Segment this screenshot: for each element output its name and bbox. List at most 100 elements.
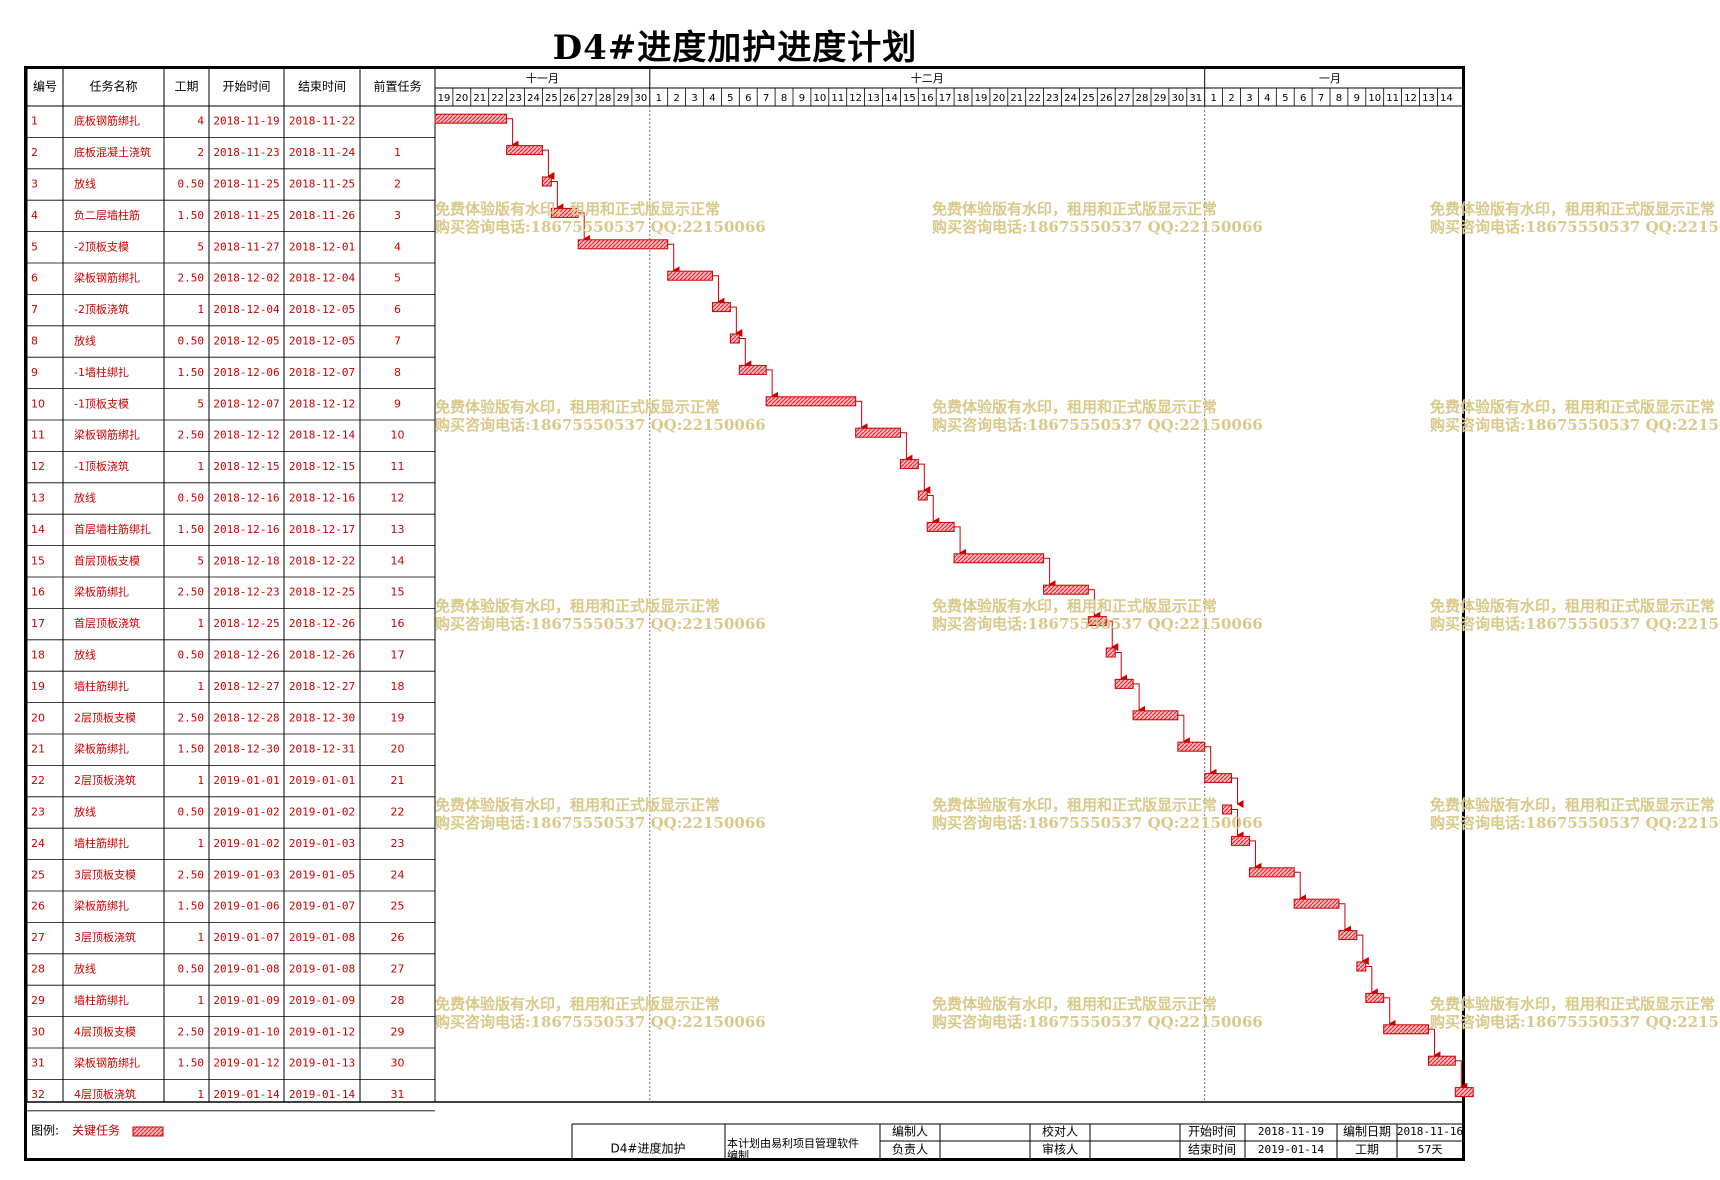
task-name: 3层顶板支模	[74, 867, 136, 881]
legend-critical-swatch	[132, 1126, 164, 1137]
responsible-label: 负责人	[892, 1143, 928, 1157]
task-name: 放线	[74, 334, 96, 348]
task-duration: 0.50	[178, 178, 205, 191]
task-duration: 5	[197, 554, 204, 567]
task-end: 2018-12-27	[289, 680, 355, 693]
task-end: 2018-11-25	[289, 178, 355, 191]
task-duration: 1.50	[178, 1057, 205, 1070]
task-name: -1顶板浇筑	[74, 459, 129, 473]
date-value: 2018-11-16	[1397, 1125, 1463, 1138]
task-bar	[541, 176, 552, 187]
task-bar	[1293, 898, 1340, 909]
dependency-arrow	[1338, 903, 1351, 934]
row-id: 23	[31, 806, 45, 819]
row-id: 24	[31, 837, 45, 850]
day-label: 25	[1082, 93, 1095, 104]
task-bar	[1383, 1024, 1429, 1035]
dependency-arrow	[1204, 746, 1217, 777]
task-predecessor: 6	[394, 303, 401, 316]
day-label: 8	[781, 93, 787, 104]
task-predecessor: 16	[391, 617, 405, 630]
task-name: 3层顶板浇筑	[74, 930, 136, 944]
row-id: 31	[31, 1057, 45, 1070]
task-bar	[577, 239, 669, 250]
day-label: 21	[473, 93, 486, 104]
task-name: 梁板钢筋绑扎	[74, 1056, 140, 1070]
day-label: 31	[1189, 93, 1202, 104]
day-label: 11	[831, 93, 844, 104]
task-predecessor: 28	[391, 994, 405, 1007]
task-predecessor: 17	[391, 649, 405, 662]
task-duration: 2.50	[178, 429, 205, 442]
day-label: 20	[992, 93, 1005, 104]
table-header-cell: 工期	[174, 80, 198, 94]
task-start: 2018-12-18	[213, 554, 279, 567]
row-id: 26	[31, 900, 45, 913]
day-label: 25	[545, 93, 558, 104]
day-label: 24	[527, 93, 540, 104]
row-id: 6	[31, 272, 38, 285]
task-name: 墙柱筋绑扎	[74, 679, 129, 693]
task-end: 2019-01-05	[289, 868, 355, 881]
page-title: D4#进度加护进度计划	[552, 28, 918, 68]
day-label: 26	[1100, 93, 1113, 104]
day-label: 4	[1264, 93, 1270, 104]
dependency-arrow	[1133, 683, 1146, 714]
task-bar	[926, 521, 955, 532]
task-duration: 0.50	[178, 492, 205, 505]
task-predecessor: 23	[391, 837, 405, 850]
task-end: 2019-01-12	[289, 1025, 355, 1038]
checker-label: 校对人	[1042, 1124, 1078, 1139]
task-predecessor: 24	[391, 868, 405, 881]
task-duration: 1.50	[178, 366, 205, 379]
day-label: 14	[885, 93, 898, 104]
day-label: 2	[1228, 93, 1234, 104]
task-bar	[1177, 741, 1206, 752]
task-name: -1墙柱绑扎	[74, 365, 129, 379]
day-label: 26	[563, 93, 576, 104]
day-label: 10	[1368, 93, 1381, 104]
row-id: 16	[31, 586, 45, 599]
task-start: 2019-01-02	[213, 806, 279, 819]
task-end: 2018-12-05	[289, 303, 355, 316]
day-label: 14	[1440, 93, 1453, 104]
task-name: 放线	[74, 648, 96, 662]
day-label: 9	[799, 93, 805, 104]
dependency-arrow	[954, 526, 967, 557]
task-start: 2019-01-08	[213, 963, 279, 976]
day-label: 5	[727, 93, 733, 104]
task-name: 放线	[74, 962, 96, 976]
row-id: 10	[31, 397, 45, 410]
task-duration: 5	[197, 240, 204, 253]
dependency-arrow	[667, 243, 680, 275]
task-start: 2018-12-05	[213, 335, 279, 348]
task-end: 2018-12-31	[289, 743, 355, 756]
task-predecessor: 13	[391, 523, 405, 536]
task-start: 2018-11-27	[213, 240, 279, 253]
legend-label: 图例:	[31, 1124, 59, 1138]
dependency-arrow	[1088, 589, 1101, 620]
task-bar	[765, 396, 857, 407]
task-name: 放线	[74, 805, 96, 819]
day-label: 27	[1118, 93, 1131, 104]
task-duration: 1.50	[178, 523, 205, 536]
day-label: 12	[849, 93, 862, 104]
task-end: 2019-01-09	[289, 994, 355, 1007]
table-header-cell: 前置任务	[373, 79, 421, 94]
task-end: 2018-12-07	[289, 366, 355, 379]
day-label: 30	[634, 93, 647, 104]
day-label: 2	[673, 93, 679, 104]
task-duration: 2.50	[178, 868, 205, 881]
task-duration: 0.50	[178, 806, 205, 819]
task-end: 2018-12-04	[289, 272, 356, 285]
task-predecessor: 25	[391, 900, 405, 913]
task-end: 2018-12-17	[289, 523, 355, 536]
day-label: 12	[1404, 93, 1417, 104]
task-duration: 2.50	[178, 1025, 205, 1038]
row-id: 18	[31, 649, 45, 662]
reviewer-label: 审核人	[1042, 1142, 1078, 1157]
task-bar	[1204, 773, 1233, 784]
dependency-arrow	[1356, 934, 1369, 965]
dependency-arrow	[918, 463, 931, 494]
row-id: 15	[31, 554, 45, 567]
